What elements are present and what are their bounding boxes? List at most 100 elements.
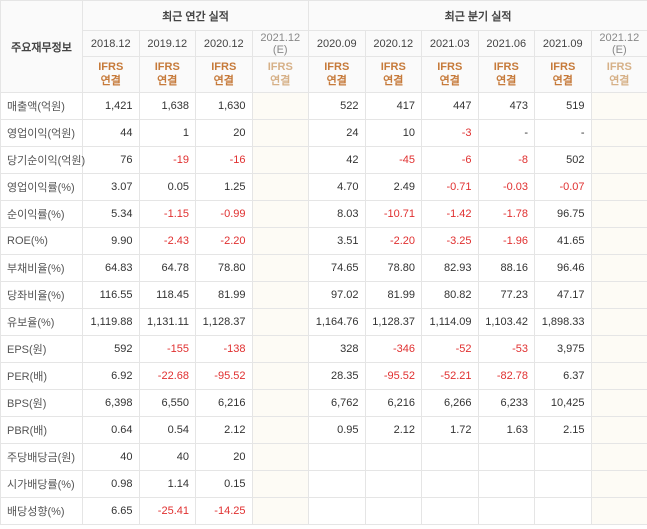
basis-header: IFRS연결 [139, 57, 196, 93]
table-body: 매출액(억원)1,4211,6381,630522417447473519영업이… [1, 93, 647, 525]
basis-header: IFRS연결 [83, 57, 140, 93]
cell-value: 3.51 [309, 228, 366, 255]
cell-value [591, 93, 647, 120]
group-header-quarter: 최근 분기 실적 [309, 1, 647, 31]
period-header: 2021.12 (E) [252, 31, 309, 57]
cell-value [252, 201, 309, 228]
table-row: 유보율(%)1,119.881,131.111,128.371,164.761,… [1, 309, 647, 336]
cell-value: 74.65 [309, 255, 366, 282]
cell-value: 24 [309, 120, 366, 147]
cell-value: - [478, 120, 535, 147]
cell-value: -0.07 [535, 174, 592, 201]
period-header: 2019.12 [139, 31, 196, 57]
cell-value: 1,898.33 [535, 309, 592, 336]
cell-value: 81.99 [196, 282, 253, 309]
cell-value: -346 [365, 336, 422, 363]
period-header: 2018.12 [83, 31, 140, 57]
cell-value: 28.35 [309, 363, 366, 390]
cell-value: -1.42 [422, 201, 479, 228]
cell-value [422, 471, 479, 498]
cell-value: -0.03 [478, 174, 535, 201]
cell-value [309, 471, 366, 498]
financial-table-container: 주요재무정보 최근 연간 실적 최근 분기 실적 2018.122019.122… [0, 0, 647, 529]
cell-value: 0.05 [139, 174, 196, 201]
row-label: 유보율(%) [1, 309, 83, 336]
table-row: 당기순이익(억원)76-19-1642-45-6-8502 [1, 147, 647, 174]
row-label: BPS(원) [1, 390, 83, 417]
cell-value: -155 [139, 336, 196, 363]
basis-row: IFRS연결IFRS연결IFRS연결IFRS연결IFRS연결IFRS연결IFRS… [1, 57, 647, 93]
cell-value: -52 [422, 336, 479, 363]
cell-value: 1,119.88 [83, 309, 140, 336]
cell-value: 42 [309, 147, 366, 174]
cell-value [591, 120, 647, 147]
cell-value: - [535, 120, 592, 147]
cell-value: 2.49 [365, 174, 422, 201]
period-header: 2021.09 [535, 31, 592, 57]
cell-value: 47.17 [535, 282, 592, 309]
period-header: 2021.03 [422, 31, 479, 57]
cell-value: 1,421 [83, 93, 140, 120]
cell-value [365, 498, 422, 525]
cell-value: -16 [196, 147, 253, 174]
cell-value: -2.20 [196, 228, 253, 255]
cell-value: -6 [422, 147, 479, 174]
cell-value [252, 309, 309, 336]
cell-value: 96.75 [535, 201, 592, 228]
cell-value: -19 [139, 147, 196, 174]
cell-value: 3,975 [535, 336, 592, 363]
cell-value: 9.90 [83, 228, 140, 255]
row-label: 시가배당률(%) [1, 471, 83, 498]
cell-value: 96.46 [535, 255, 592, 282]
cell-value: 1,630 [196, 93, 253, 120]
cell-value [478, 498, 535, 525]
cell-value: 118.45 [139, 282, 196, 309]
table-header: 주요재무정보 최근 연간 실적 최근 분기 실적 2018.122019.122… [1, 1, 647, 93]
table-row: 영업이익률(%)3.070.051.254.702.49-0.71-0.03-0… [1, 174, 647, 201]
cell-value: 447 [422, 93, 479, 120]
cell-value: 6,233 [478, 390, 535, 417]
table-row: 부채비율(%)64.8364.7878.8074.6578.8082.9388.… [1, 255, 647, 282]
cell-value: 5.34 [83, 201, 140, 228]
row-label: 당기순이익(억원) [1, 147, 83, 174]
cell-value [252, 282, 309, 309]
cell-value: 1 [139, 120, 196, 147]
basis-header: IFRS연결 [365, 57, 422, 93]
cell-value: 40 [83, 444, 140, 471]
cell-value: 0.98 [83, 471, 140, 498]
cell-value: 1,103.42 [478, 309, 535, 336]
cell-value: 64.78 [139, 255, 196, 282]
cell-value: 10 [365, 120, 422, 147]
cell-value: -95.52 [365, 363, 422, 390]
cell-value [252, 390, 309, 417]
cell-value: 6,398 [83, 390, 140, 417]
period-header: 2021.06 [478, 31, 535, 57]
cell-value: 82.93 [422, 255, 479, 282]
table-row: PBR(배)0.640.542.120.952.121.721.632.15 [1, 417, 647, 444]
row-label: 순이익률(%) [1, 201, 83, 228]
table-row: ROE(%)9.90-2.43-2.203.51-2.20-3.25-1.964… [1, 228, 647, 255]
cell-value [309, 498, 366, 525]
cell-value [422, 444, 479, 471]
cell-value [591, 390, 647, 417]
cell-value: 417 [365, 93, 422, 120]
cell-value: 1.63 [478, 417, 535, 444]
cell-value: 8.03 [309, 201, 366, 228]
cell-value [591, 336, 647, 363]
cell-value: 80.82 [422, 282, 479, 309]
table-row: 시가배당률(%)0.981.140.15 [1, 471, 647, 498]
cell-value: -22.68 [139, 363, 196, 390]
cell-value [252, 363, 309, 390]
cell-value: 1,164.76 [309, 309, 366, 336]
row-label-header: 주요재무정보 [1, 1, 83, 93]
cell-value: 40 [139, 444, 196, 471]
row-label: 당좌비율(%) [1, 282, 83, 309]
cell-value [535, 444, 592, 471]
cell-value: 1,114.09 [422, 309, 479, 336]
period-header: 2020.12 [365, 31, 422, 57]
cell-value [309, 444, 366, 471]
cell-value [252, 498, 309, 525]
basis-header: IFRS연결 [535, 57, 592, 93]
cell-value [591, 147, 647, 174]
cell-value: -2.20 [365, 228, 422, 255]
